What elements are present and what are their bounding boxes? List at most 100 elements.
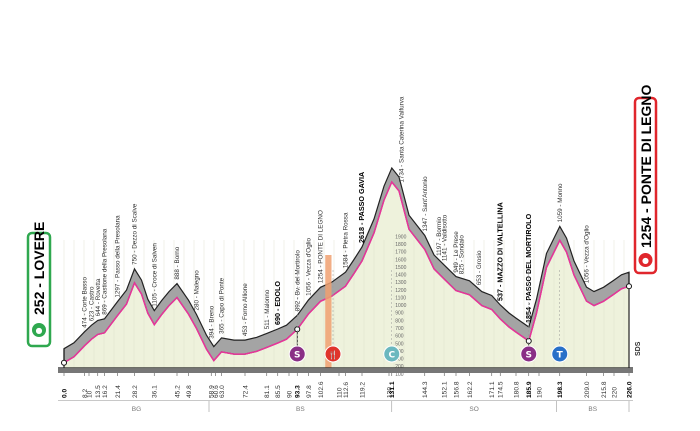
- altitude-scale-label: 700: [395, 326, 404, 332]
- x-tick-label: 215.8: [601, 381, 608, 398]
- waypoint-label: 453 - Forno Allione: [242, 283, 249, 336]
- feed-marker-icon: [324, 345, 342, 363]
- waypoint-label: 365 - Capo di Ponte: [219, 277, 226, 334]
- x-tick-label: 60.6: [213, 385, 220, 398]
- x-tick-label: 152.1: [442, 381, 449, 398]
- waypoint-label: 653 - Grosio: [476, 250, 483, 285]
- altitude-scale-label: 100: [395, 372, 404, 378]
- waypoint-label: 1141 - Valdisotto: [441, 214, 448, 261]
- waypoint-label: 1056 - Vezza d'Oglio: [306, 237, 313, 295]
- waypoint-label: 1297 - Passo della Presolana: [115, 215, 122, 298]
- altitude-scale-label: 500: [395, 341, 404, 347]
- waypoint-label: 869 - Castione della Presolana: [102, 228, 109, 315]
- x-tick-label: 198.3: [557, 381, 564, 398]
- waypoint-label: 892 - Bv. del Mortirolo: [294, 250, 301, 312]
- waypoint-label: 2618 - PASSO GAVIA: [357, 172, 366, 243]
- tv-marker-letter: T: [557, 350, 564, 360]
- x-tick-label: 28.2: [132, 385, 139, 398]
- x-tick-label: 102.6: [318, 381, 325, 398]
- start-label: ● 252 - LOVERE: [26, 222, 52, 348]
- x-tick-label: 185.9: [526, 381, 533, 398]
- waypoint-label: 394 - Breno: [208, 305, 215, 338]
- sprint-marker-letter: S: [294, 350, 300, 360]
- altitude-scale-label: 1300: [395, 280, 406, 286]
- province-label: BG: [132, 406, 141, 413]
- waypoint-label: 949 - Le Prese: [453, 231, 460, 273]
- altitude-scale-label: 1500: [395, 265, 406, 271]
- start-label-box: [26, 231, 52, 348]
- x-tick-label: 16.2: [102, 385, 109, 398]
- finish-label-box: [633, 96, 658, 275]
- x-tick-label: 144.3: [422, 381, 429, 398]
- x-tick-label: 85.5: [275, 385, 282, 398]
- x-tick-label: 131.1: [389, 381, 396, 398]
- marker-layer: S 🍴 C S T: [61, 270, 632, 366]
- waypoint-label: 511 - Malonno: [264, 289, 271, 329]
- waypoint-layer: 474 - Corte Basso 623 - Castro 644 - Rovet…: [82, 96, 591, 339]
- altitude-scale-label: 600: [395, 334, 404, 340]
- altitude-scale-label: 900: [395, 311, 404, 317]
- altitude-scale-label: 1100: [395, 295, 406, 301]
- x-tick-label: 72.4: [242, 385, 249, 398]
- x-tick-label: 63.0: [219, 385, 226, 398]
- finish-cyclist-icon: [638, 253, 653, 267]
- finish-point: [626, 283, 632, 290]
- waypoint-label: 1854 - PASSO DEL MORTIROLO: [524, 213, 533, 323]
- x-tick-label: 226.0: [626, 381, 633, 398]
- waypoint-label: 1254 - PONTE DI LEGNO: [318, 210, 325, 283]
- waypoint-label: 1347 - Sant'Antonio: [422, 176, 429, 232]
- start-label-text: 252 - LOVERE: [31, 222, 47, 315]
- x-tick-label: 220: [611, 387, 618, 398]
- x-tick-label: 81.1: [264, 385, 271, 398]
- feed-marker-letter: 🍴: [328, 349, 338, 359]
- x-tick-label: 58.9: [209, 385, 216, 398]
- x-tick-label: 0.0: [61, 389, 68, 398]
- x-tick-label: 49.8: [186, 385, 193, 398]
- province-label: SO: [469, 406, 478, 413]
- waypoint-label: 1197 - Bormio: [436, 216, 443, 256]
- finish-label: ● 1254 - PONTE DI LEGNO: [633, 84, 658, 275]
- x-axis-bar: [58, 369, 633, 373]
- sprint-marker-icon: [520, 345, 538, 363]
- x-tick-label: 13.5: [95, 385, 102, 398]
- waypoint-label: 1584 - Pietra Rossa: [343, 212, 350, 268]
- waypoint-label: 280 - Malegno: [194, 270, 201, 311]
- tv-marker-icon: [551, 345, 569, 363]
- sprint-marker-icon: [288, 345, 306, 363]
- x-tick-label: 90: [286, 390, 293, 398]
- waypoint-label: 825 - Sondalo: [459, 235, 466, 275]
- x-tick-label: 36.1: [152, 385, 159, 398]
- x-tick-label: 97.8: [306, 385, 313, 398]
- waypoint-label: 474 - Corte Basso: [82, 277, 89, 328]
- waypoint-label: 1059 - Monno: [557, 183, 564, 222]
- x-tick-label: 112.6: [343, 382, 350, 398]
- altitude-scale-label: 1700: [395, 250, 406, 256]
- altitude-scale-label: 300: [395, 357, 404, 363]
- x-tick-label: 93.3: [295, 385, 302, 398]
- waypoint-label: 1734 - Santa Caterina Valfurva: [399, 96, 406, 182]
- finish-label-text: 1254 - PONTE DI LEGNO: [638, 84, 654, 248]
- altitude-scale-label: 1200: [395, 288, 406, 294]
- x-tick-label: 156.8: [453, 381, 460, 398]
- province-label: BS: [588, 406, 597, 413]
- x-tick-label: 130: [386, 387, 393, 398]
- x-tick-label: 171.1: [489, 381, 496, 398]
- axis-layer: 1002003004005006007008009001000110012001…: [58, 234, 633, 413]
- credit-logo: SDS: [635, 341, 642, 356]
- altitude-scale-label: 200: [395, 364, 404, 370]
- waypoint-label: 888 - Borno: [174, 246, 181, 279]
- waypoint-label: 537 - MAZZO DI VALTELLINA: [495, 202, 504, 301]
- climb-marker-letter: C: [388, 350, 395, 360]
- route-line: [63, 180, 630, 364]
- x-tick-label: 10: [86, 390, 93, 398]
- waypoint-label: 623 - Castro: [89, 286, 96, 321]
- start-point: [61, 359, 67, 366]
- start-cyclist-icon: [32, 323, 46, 337]
- waypoint-label: 690 - EDOLO: [273, 281, 282, 325]
- climb-marker-icon: [383, 345, 401, 363]
- profile-layer: [63, 166, 630, 368]
- x-tick-label: 174.5: [498, 381, 505, 398]
- finish-cyclist-glyph: ●: [642, 256, 649, 265]
- x-tick-label: 162.2: [467, 381, 474, 398]
